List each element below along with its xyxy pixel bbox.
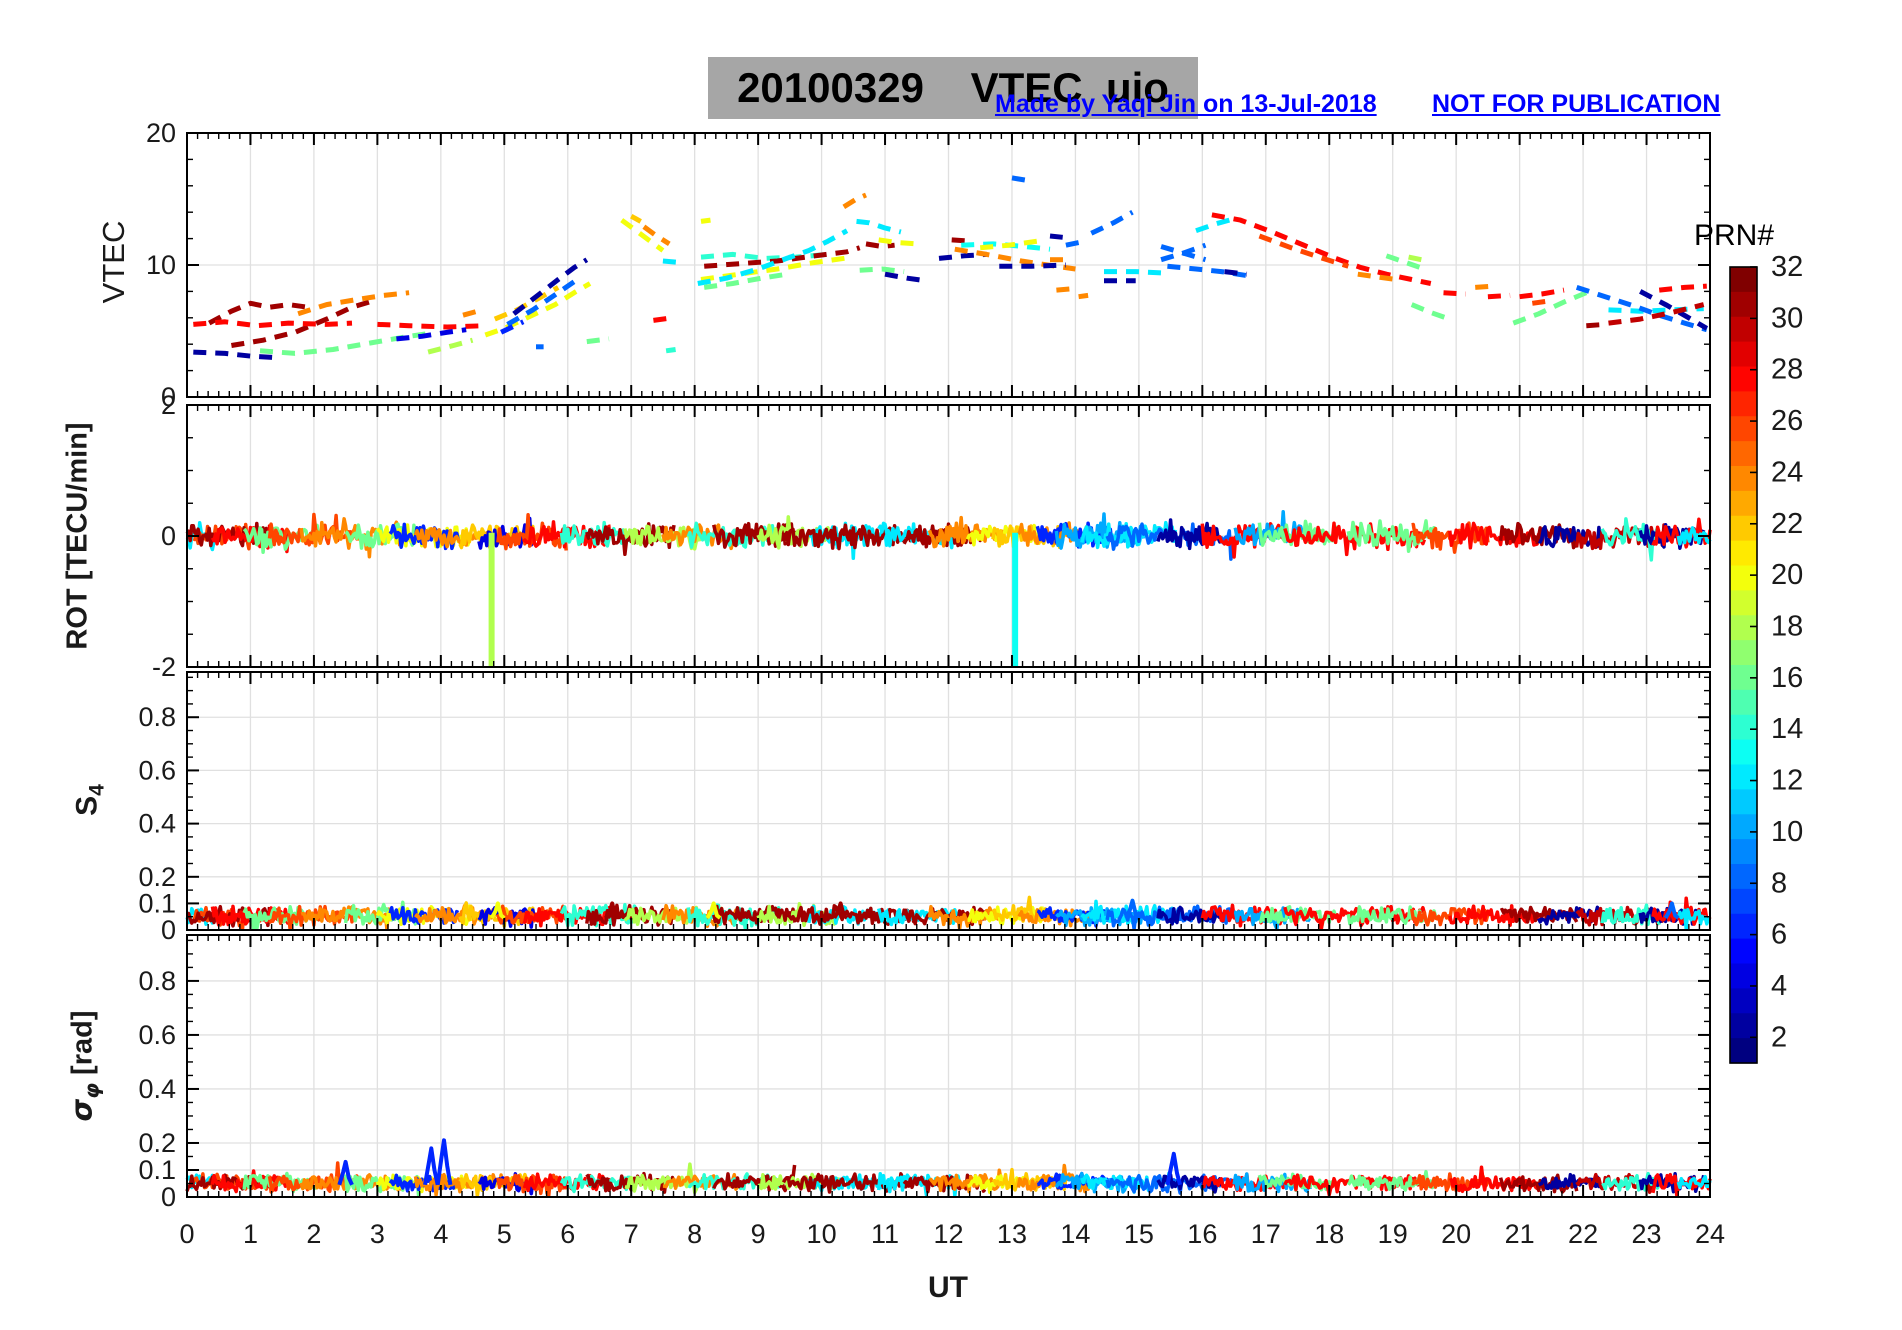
svg-text:10: 10	[807, 1219, 837, 1249]
svg-text:2: 2	[306, 1219, 321, 1249]
svg-text:4: 4	[1771, 970, 1787, 1002]
svg-text:11: 11	[871, 1219, 899, 1249]
svg-text:10: 10	[1771, 816, 1803, 848]
svg-text:17: 17	[1251, 1219, 1281, 1249]
svg-text:2: 2	[1771, 1021, 1787, 1053]
svg-text:0: 0	[161, 521, 176, 551]
not-for-publication-annotation: NOT FOR PUBLICATION	[1432, 90, 1721, 118]
svg-text:0.1: 0.1	[138, 1155, 176, 1185]
svg-text:24: 24	[1695, 1219, 1725, 1249]
svg-text:0.1: 0.1	[138, 888, 176, 918]
svg-text:16: 16	[1187, 1219, 1217, 1249]
svg-text:13: 13	[997, 1219, 1027, 1249]
ylabel-rot: ROT [TECU/min]	[61, 422, 94, 650]
svg-text:6: 6	[1771, 919, 1787, 951]
svg-text:2: 2	[161, 390, 176, 420]
svg-text:0.2: 0.2	[138, 1128, 176, 1158]
ylabel-vtec: VTEC	[96, 220, 131, 304]
svg-text:0: 0	[161, 382, 176, 412]
svg-text:20: 20	[1771, 559, 1803, 591]
svg-text:0.8: 0.8	[138, 702, 176, 732]
svg-text:0: 0	[161, 1182, 176, 1212]
ylabel-s4: S4	[70, 784, 109, 816]
svg-text:0: 0	[179, 1219, 194, 1249]
svg-text:4: 4	[433, 1219, 448, 1249]
svg-text:32: 32	[1771, 251, 1803, 283]
svg-text:0: 0	[161, 915, 176, 945]
svg-text:28: 28	[1771, 354, 1803, 386]
svg-text:18: 18	[1771, 610, 1803, 642]
svg-text:26: 26	[1771, 405, 1803, 437]
svg-text:21: 21	[1505, 1219, 1535, 1249]
colorbar-title: PRN#	[1694, 219, 1775, 252]
svg-text:7: 7	[624, 1219, 639, 1249]
svg-text:12: 12	[933, 1219, 963, 1249]
title-box: 20100329 VTEC uio	[708, 57, 1198, 119]
svg-text:1: 1	[243, 1219, 258, 1249]
ylabel-sigma-phi: σφ [rad]	[64, 1010, 104, 1122]
xlabel-ut: UT	[928, 1271, 968, 1304]
svg-text:3: 3	[370, 1219, 385, 1249]
svg-text:0.4: 0.4	[138, 809, 176, 839]
svg-text:14: 14	[1771, 713, 1803, 745]
svg-text:0.6: 0.6	[138, 755, 176, 785]
svg-text:30: 30	[1771, 302, 1803, 334]
svg-text:0.2: 0.2	[138, 862, 176, 892]
svg-text:16: 16	[1771, 662, 1803, 694]
svg-text:18: 18	[1314, 1219, 1344, 1249]
svg-text:24: 24	[1771, 456, 1803, 488]
svg-text:0.8: 0.8	[138, 966, 176, 996]
svg-text:22: 22	[1568, 1219, 1598, 1249]
svg-text:8: 8	[1771, 867, 1787, 899]
figure-title: 20100329 VTEC uio	[737, 64, 1169, 111]
svg-text:14: 14	[1060, 1219, 1090, 1249]
svg-text:10: 10	[146, 250, 176, 280]
svg-text:6: 6	[560, 1219, 575, 1249]
svg-text:8: 8	[687, 1219, 702, 1249]
svg-text:5: 5	[497, 1219, 512, 1249]
svg-text:23: 23	[1632, 1219, 1662, 1249]
svg-text:0.4: 0.4	[138, 1074, 176, 1104]
svg-text:0.6: 0.6	[138, 1020, 176, 1050]
made-by-annotation: Made by Yaqi Jin on 13-Jul-2018	[995, 90, 1377, 118]
svg-text:9: 9	[751, 1219, 766, 1249]
svg-text:-2: -2	[152, 652, 176, 682]
svg-text:22: 22	[1771, 508, 1803, 540]
svg-text:12: 12	[1771, 765, 1803, 797]
svg-text:20: 20	[146, 118, 176, 148]
svg-text:19: 19	[1378, 1219, 1408, 1249]
svg-text:20: 20	[1441, 1219, 1471, 1249]
svg-text:15: 15	[1124, 1219, 1154, 1249]
